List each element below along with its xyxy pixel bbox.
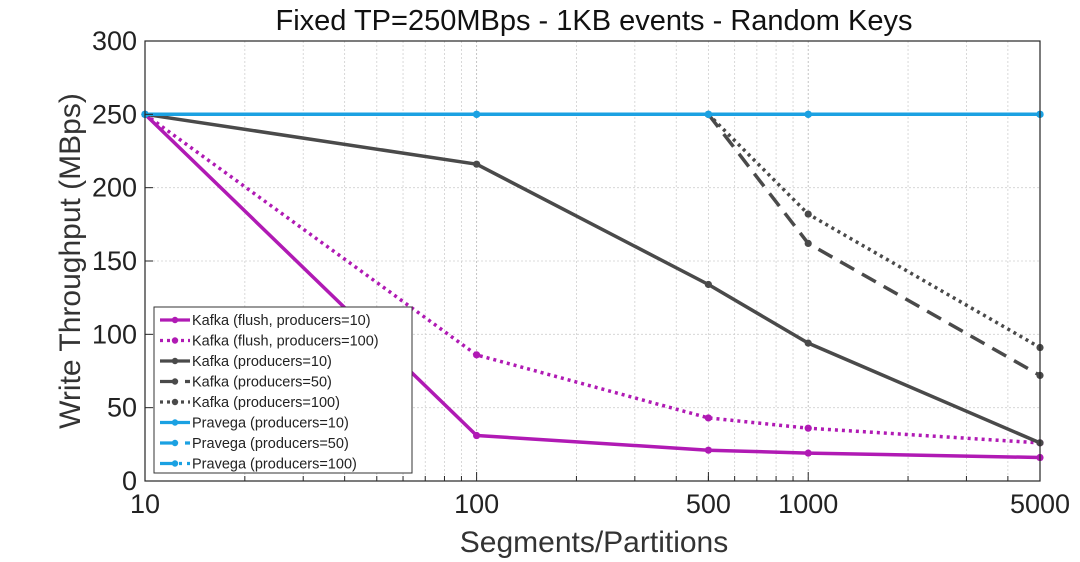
series-5	[704, 110, 1044, 352]
legend-label: Kafka (producers=100)	[192, 395, 340, 411]
y-tick-label: 300	[92, 26, 137, 56]
data-point	[704, 414, 712, 422]
y-tick-label: 200	[92, 173, 137, 203]
data-point	[704, 110, 712, 118]
chart-title: Fixed TP=250MBps - 1KB events - Random K…	[276, 5, 913, 37]
data-point	[473, 160, 481, 168]
y-tick-label: 0	[122, 466, 137, 496]
data-point	[804, 424, 812, 432]
data-point	[804, 239, 812, 247]
legend-marker	[171, 398, 179, 406]
data-point	[473, 351, 481, 359]
legend-marker	[171, 419, 179, 426]
legend-label: Kafka (producers=50)	[192, 375, 332, 391]
legend-marker	[171, 357, 179, 365]
y-axis-label: Write Throughput (MBps)	[54, 93, 87, 429]
legend-marker	[171, 378, 179, 385]
y-tick-label: 150	[92, 246, 137, 276]
data-point	[473, 110, 481, 118]
x-tick-label: 500	[686, 489, 731, 519]
series-line	[143, 112, 1041, 445]
series-4	[704, 110, 1044, 379]
legend-label: Kafka (flush, producers=100)	[192, 334, 379, 350]
data-point	[804, 210, 812, 218]
data-point	[704, 280, 712, 289]
data-point	[704, 446, 712, 454]
series-line	[707, 113, 1041, 377]
x-tick-label: 100	[454, 489, 499, 519]
legend-marker	[171, 439, 179, 447]
legend: Kafka (flush, producers=10) Kafka (flush,…	[153, 306, 413, 474]
x-tick-label: 1000	[778, 489, 838, 519]
data-point	[804, 110, 812, 118]
legend-marker	[171, 337, 179, 344]
data-point	[804, 339, 812, 347]
legend-marker	[171, 316, 179, 324]
x-tick-label: 5000	[1010, 489, 1070, 519]
legend-label: Pravega (producers=100)	[192, 457, 357, 473]
x-axis-label: Segments/Partitions	[460, 526, 728, 559]
legend-box	[153, 306, 413, 474]
x-tick-label: 10	[130, 489, 160, 519]
axis-ticks: 10 100 500 1000 5000 0 50 100 150 200 250 300	[92, 26, 1070, 519]
data-point	[473, 431, 481, 440]
legend-label: Kafka (producers=10)	[192, 354, 332, 370]
y-tick-label: 250	[92, 99, 137, 129]
y-tick-label: 100	[92, 319, 137, 349]
y-tick-label: 50	[107, 393, 137, 423]
legend-label: Pravega (producers=50)	[192, 436, 349, 452]
legend-label: Kafka (flush, producers=10)	[192, 313, 371, 329]
legend-label: Pravega (producers=10)	[192, 416, 349, 432]
series-layer	[141, 110, 1044, 462]
data-point	[804, 449, 812, 457]
legend-marker	[171, 460, 179, 467]
